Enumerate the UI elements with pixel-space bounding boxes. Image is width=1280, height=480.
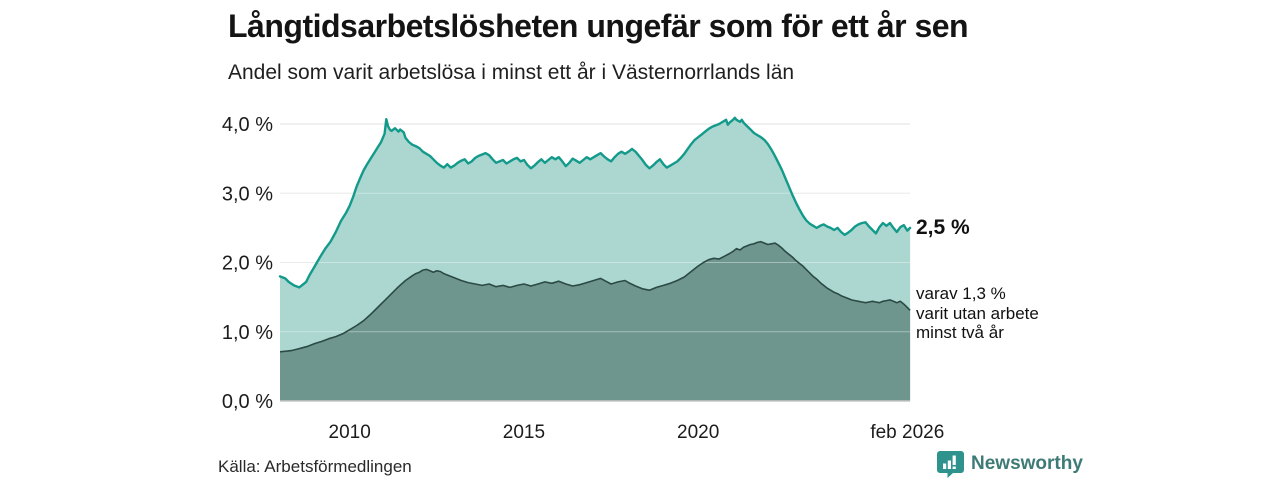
logo-bar-medium bbox=[947, 460, 951, 469]
annotation-two-year-breakdown: varav 1,3 % varit utan arbete minst två … bbox=[916, 284, 1039, 342]
y-tick-label: 1,0 % bbox=[222, 322, 273, 344]
two-year-line bbox=[279, 240, 911, 353]
chart-title: Långtidsarbetslösheten ungefär som för e… bbox=[228, 8, 969, 44]
total-line bbox=[278, 116, 912, 289]
logo-bar-exclamation bbox=[952, 455, 956, 465]
y-tick-label: 0,0 % bbox=[222, 391, 273, 413]
logo-bar-short bbox=[943, 463, 947, 469]
y-tick-label: 2,0 % bbox=[222, 253, 273, 275]
newsworthy-logo-icon bbox=[937, 451, 964, 478]
newsworthy-logo: Newsworthy bbox=[937, 450, 1083, 478]
y-tick-label: 4,0 % bbox=[222, 114, 273, 136]
source-caption: Källa: Arbetsförmedlingen bbox=[218, 457, 412, 476]
logo-exclamation-dot bbox=[952, 466, 956, 469]
x-tick-label: 2020 bbox=[677, 422, 719, 443]
x-tick-label: 2015 bbox=[503, 422, 545, 443]
chart-subtitle: Andel som varit arbetslösa i minst ett å… bbox=[228, 61, 795, 84]
two-year-area bbox=[280, 241, 911, 401]
x-tick-label: feb 2026 bbox=[870, 422, 944, 443]
y-tick-label: 3,0 % bbox=[222, 183, 273, 205]
x-tick-label: 2010 bbox=[329, 422, 371, 443]
annotation-latest-total: 2,5 % bbox=[916, 216, 970, 239]
newsworthy-wordmark: Newsworthy bbox=[971, 453, 1083, 474]
